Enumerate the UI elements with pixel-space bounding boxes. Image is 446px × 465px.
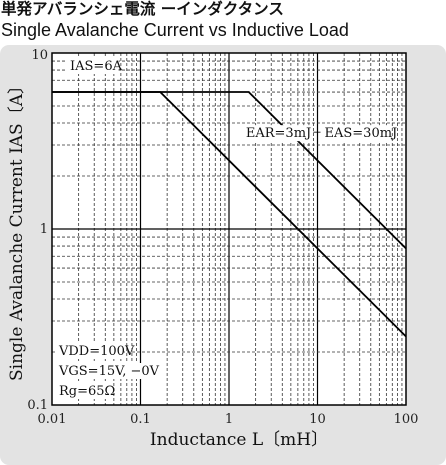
ias-limit-label-bg <box>67 58 119 74</box>
x-tick-label: 0.1 <box>130 412 151 427</box>
plot-frame <box>51 52 407 406</box>
y-axis-title: Single Avalanche Current IAS〔A〕 <box>7 77 27 381</box>
chart-title-english: Single Avalanche Current vs Inductive Lo… <box>1 20 349 40</box>
x-tick-label: 10 <box>309 412 326 427</box>
condition-label-1-bg <box>56 343 123 359</box>
series-line-eas-30mj <box>52 91 407 250</box>
x-tick-label: 100 <box>394 412 419 427</box>
x-axis-title: Inductance L〔mH〕 <box>150 430 328 450</box>
condition-label-2-bg <box>56 363 154 379</box>
ear-label: EAR=3mJ <box>246 126 311 141</box>
condition-label-2: VGS=15V, −0V <box>58 364 160 379</box>
avalanche-chart: IAS=6A EAR=3mJ EAS=30mJ VDD=100V VGS=15V, −0… <box>7 48 419 450</box>
eas-label: EAS=30mJ <box>325 126 398 141</box>
chart-panel: IAS=6A EAR=3mJ EAS=30mJ VDD=100V VGS=15V, −0… <box>0 45 446 465</box>
ias-limit-label: IAS=6A <box>70 59 123 74</box>
eas-label-bg <box>321 125 389 142</box>
y-tick-label: 0.1 <box>27 398 48 413</box>
y-tick-label: 1 <box>40 222 48 237</box>
condition-label-1: VDD=100V <box>58 344 135 359</box>
condition-label-3-bg <box>56 383 108 399</box>
condition-label-3: Rg=65Ω <box>59 384 115 399</box>
chart-title-japanese: 単発アバランシェ電流 ーインダクタンス <box>1 0 284 18</box>
y-tick-label: 10 <box>31 48 48 63</box>
x-tick-label: 1 <box>225 412 233 427</box>
x-tick-label: 0.01 <box>38 412 67 427</box>
ear-label-bg <box>252 125 312 142</box>
